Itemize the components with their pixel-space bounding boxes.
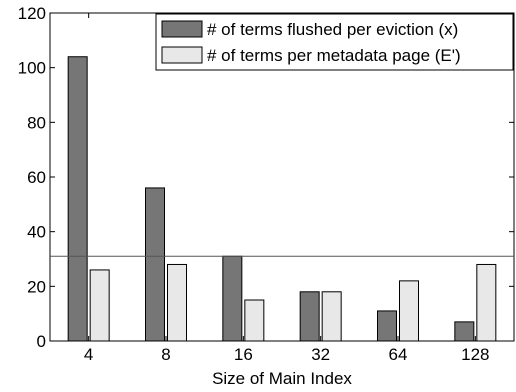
x-tick-label: 64 bbox=[389, 345, 408, 364]
y-tick-label: 40 bbox=[27, 223, 46, 242]
bar-terms-flushed bbox=[67, 56, 88, 342]
legend-box bbox=[155, 13, 514, 71]
y-tick-label: 60 bbox=[27, 168, 46, 187]
legend: # of terms flushed per eviction (x) # of… bbox=[155, 13, 514, 71]
bar-terms-per-page bbox=[167, 263, 187, 342]
bar-terms-per-page bbox=[321, 291, 342, 342]
y-tick-label: 0 bbox=[37, 332, 46, 351]
bars bbox=[67, 56, 497, 342]
bar-terms-flushed bbox=[222, 255, 243, 342]
bar-terms-per-page bbox=[399, 280, 419, 342]
y-tick-label: 20 bbox=[27, 277, 46, 296]
x-axis-title: Size of Main Index bbox=[212, 369, 352, 388]
x-tick-label: 4 bbox=[84, 345, 93, 364]
bar-terms-flushed bbox=[377, 310, 397, 342]
legend-label-metadata: # of terms per metadata page (E') bbox=[207, 46, 461, 65]
y-tick-label: 120 bbox=[18, 4, 46, 23]
y-tick-label: 100 bbox=[18, 59, 46, 78]
legend-swatch-flushed bbox=[161, 20, 203, 38]
x-tick-label: 16 bbox=[234, 345, 253, 364]
bar-terms-per-page bbox=[476, 263, 497, 342]
bar-terms-per-page bbox=[89, 269, 110, 342]
x-tick-label: 32 bbox=[311, 345, 330, 364]
bar-terms-flushed bbox=[299, 291, 320, 342]
bar-terms-flushed bbox=[454, 321, 475, 342]
x-axis: 4 8 16 32 64 128 bbox=[84, 13, 490, 364]
bar-terms-flushed bbox=[145, 187, 165, 342]
x-tick-label: 128 bbox=[461, 345, 489, 364]
x-tick-label: 8 bbox=[161, 345, 170, 364]
legend-label-flushed: # of terms flushed per eviction (x) bbox=[207, 20, 458, 39]
y-tick-label: 80 bbox=[27, 113, 46, 132]
bar-terms-per-page bbox=[244, 299, 265, 342]
legend-swatch-metadata bbox=[161, 46, 203, 64]
